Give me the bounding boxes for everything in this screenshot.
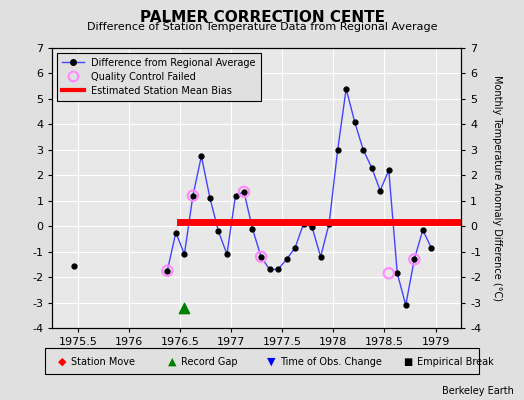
Text: Station Move: Station Move [71,357,135,367]
Text: Time of Obs. Change: Time of Obs. Change [280,357,382,367]
Text: Berkeley Earth: Berkeley Earth [442,386,514,396]
Point [163,268,171,274]
Point [180,304,189,311]
Text: ▲: ▲ [168,357,176,367]
Legend: Difference from Regional Average, Quality Control Failed, Estimated Station Mean: Difference from Regional Average, Qualit… [57,53,260,101]
Point [189,192,197,199]
Point [240,189,248,195]
Point [385,270,393,276]
Y-axis label: Monthly Temperature Anomaly Difference (°C): Monthly Temperature Anomaly Difference (… [493,75,503,301]
Text: Empirical Break: Empirical Break [417,357,493,367]
Point [410,256,419,262]
Text: Record Gap: Record Gap [181,357,237,367]
Text: PALMER CORRECTION CENTE: PALMER CORRECTION CENTE [139,10,385,25]
Text: ◆: ◆ [58,357,66,367]
Point [257,254,265,260]
Text: ■: ■ [403,357,413,367]
Text: ▼: ▼ [267,357,276,367]
Text: Difference of Station Temperature Data from Regional Average: Difference of Station Temperature Data f… [87,22,437,32]
